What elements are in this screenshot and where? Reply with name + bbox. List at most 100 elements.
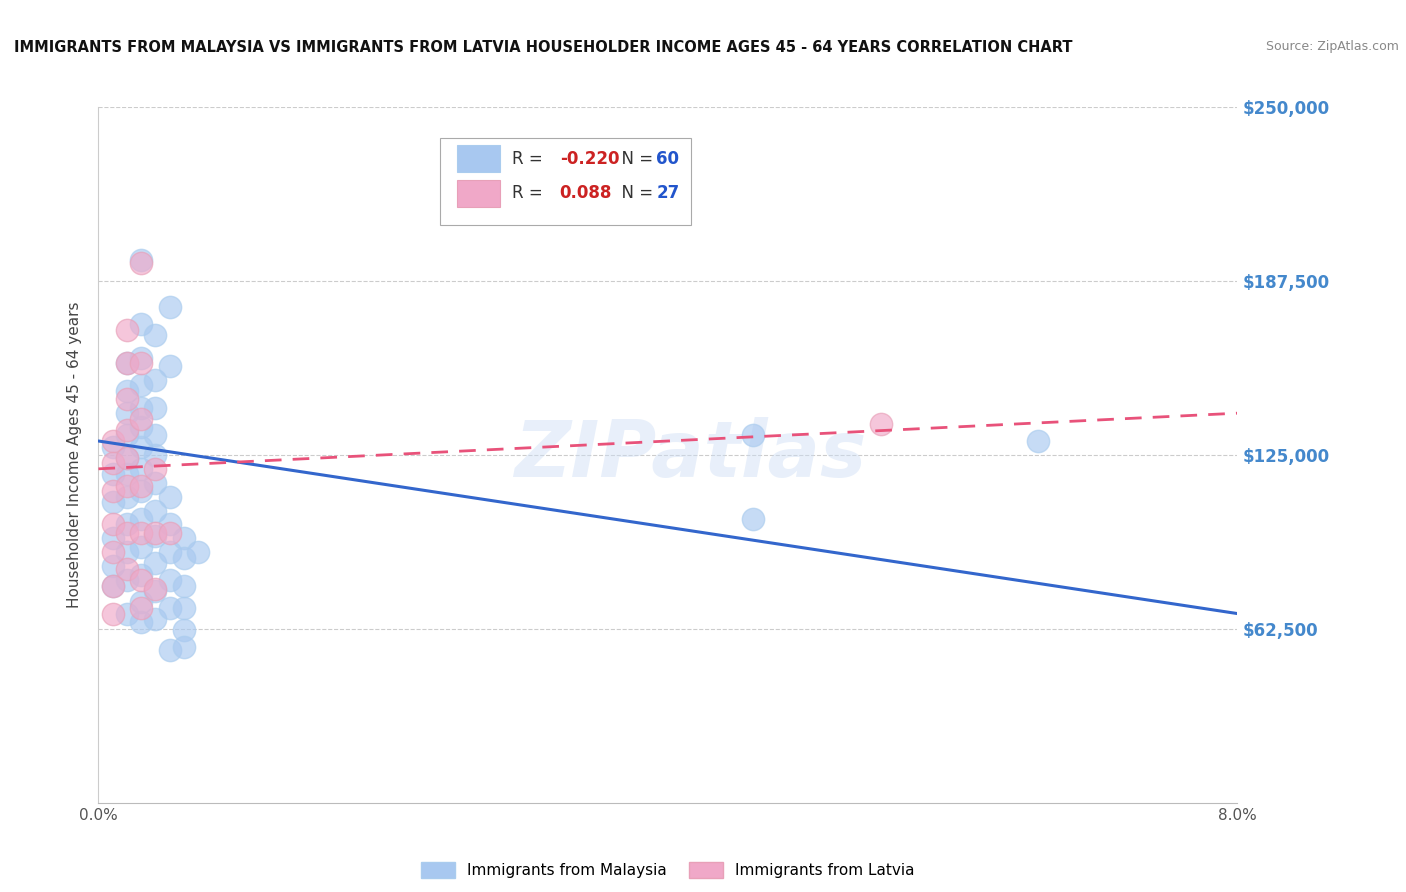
Point <box>742 512 765 526</box>
Point <box>101 434 124 448</box>
Point <box>742 428 765 442</box>
Point <box>115 490 138 504</box>
Point <box>145 428 167 442</box>
Point <box>129 420 152 434</box>
Point <box>187 545 209 559</box>
Point <box>129 351 152 365</box>
Point <box>115 428 138 442</box>
Point <box>129 512 152 526</box>
Point <box>101 467 124 482</box>
Point <box>115 423 138 437</box>
Point <box>115 545 138 559</box>
Point <box>145 557 167 571</box>
Point <box>129 601 152 615</box>
Point <box>115 384 138 398</box>
Text: N =: N = <box>612 150 658 168</box>
Point <box>101 607 124 621</box>
Point <box>129 573 152 587</box>
Point <box>129 567 152 582</box>
Point <box>173 640 195 654</box>
Point <box>159 517 181 532</box>
Text: N =: N = <box>612 185 658 202</box>
Point <box>145 525 167 540</box>
Point <box>173 624 195 638</box>
Text: 0.088: 0.088 <box>560 185 612 202</box>
FancyBboxPatch shape <box>440 138 690 226</box>
Text: IMMIGRANTS FROM MALAYSIA VS IMMIGRANTS FROM LATVIA HOUSEHOLDER INCOME AGES 45 - : IMMIGRANTS FROM MALAYSIA VS IMMIGRANTS F… <box>14 40 1073 55</box>
Point <box>115 525 138 540</box>
Point <box>159 573 181 587</box>
Point <box>159 545 181 559</box>
Text: Source: ZipAtlas.com: Source: ZipAtlas.com <box>1265 40 1399 54</box>
Point <box>129 615 152 629</box>
Point <box>145 373 167 387</box>
Point <box>115 356 138 370</box>
Point <box>115 607 138 621</box>
Point <box>129 411 152 425</box>
Point <box>129 595 152 609</box>
Point <box>115 323 138 337</box>
FancyBboxPatch shape <box>457 145 501 172</box>
Point <box>173 532 195 546</box>
Text: 27: 27 <box>657 185 679 202</box>
Point <box>129 525 152 540</box>
Point <box>115 450 138 465</box>
Point <box>101 579 124 593</box>
Point <box>129 440 152 454</box>
Point <box>101 495 124 509</box>
Point <box>145 503 167 517</box>
Point <box>129 378 152 392</box>
Point <box>529 189 551 203</box>
Y-axis label: Householder Income Ages 45 - 64 years: Householder Income Ages 45 - 64 years <box>67 301 83 608</box>
Point <box>145 475 167 490</box>
Point <box>129 253 152 268</box>
Point <box>145 528 167 542</box>
Point <box>115 573 138 587</box>
Point <box>159 490 181 504</box>
Point <box>115 450 138 465</box>
Point <box>1026 434 1049 448</box>
Point <box>129 462 152 476</box>
Point <box>115 517 138 532</box>
Point <box>159 301 181 315</box>
Point <box>145 584 167 599</box>
Point <box>101 579 124 593</box>
FancyBboxPatch shape <box>457 180 501 207</box>
Point <box>159 359 181 373</box>
Point <box>129 401 152 415</box>
Point <box>159 642 181 657</box>
Text: -0.220: -0.220 <box>560 150 619 168</box>
Text: R =: R = <box>512 150 548 168</box>
Point <box>129 484 152 499</box>
Point <box>101 484 124 499</box>
Point <box>145 328 167 343</box>
Text: ZIPatlas: ZIPatlas <box>515 417 866 493</box>
Point <box>115 467 138 482</box>
Point <box>129 540 152 554</box>
Point <box>173 601 195 615</box>
Text: 60: 60 <box>657 150 679 168</box>
Point <box>101 545 124 559</box>
Point <box>145 582 167 596</box>
Point <box>173 579 195 593</box>
Point <box>145 612 167 626</box>
Point <box>115 478 138 492</box>
Point <box>129 478 152 492</box>
Point <box>115 562 138 576</box>
Point <box>101 456 124 470</box>
Point <box>145 401 167 415</box>
Point <box>129 317 152 331</box>
Point <box>115 406 138 420</box>
Legend: Immigrants from Malaysia, Immigrants from Latvia: Immigrants from Malaysia, Immigrants fro… <box>413 855 922 886</box>
Point <box>129 356 152 370</box>
Point <box>101 517 124 532</box>
Point <box>115 392 138 407</box>
Point <box>145 462 167 476</box>
Point <box>870 417 893 432</box>
Point <box>159 601 181 615</box>
Point <box>101 559 124 574</box>
Point <box>129 256 152 270</box>
Point <box>173 550 195 565</box>
Point <box>115 356 138 370</box>
Text: R =: R = <box>512 185 548 202</box>
